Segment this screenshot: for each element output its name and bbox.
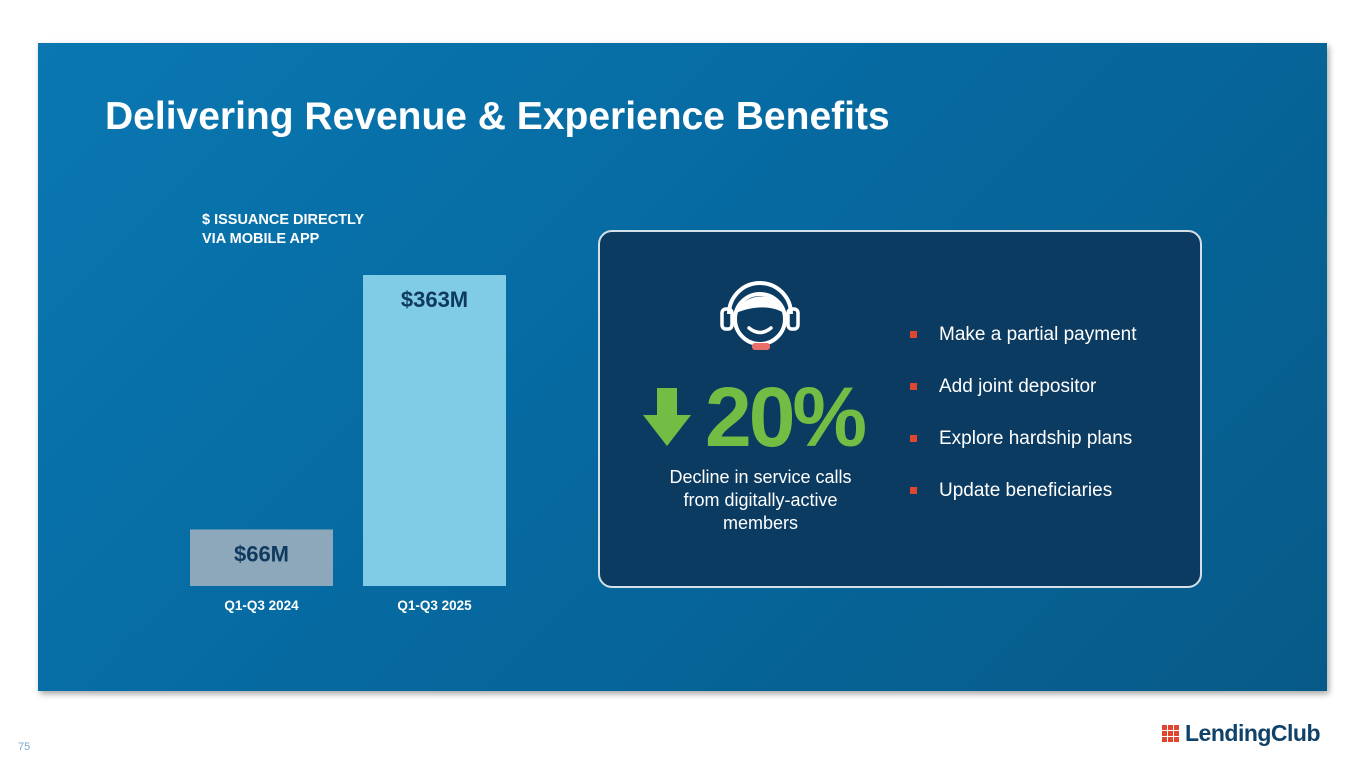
bullet-icon xyxy=(910,487,917,494)
feature-list: Make a partial payment Add joint deposit… xyxy=(908,324,1137,532)
stat-description: Decline in service calls from digitally-… xyxy=(669,467,852,533)
list-item: Make a partial payment xyxy=(908,324,1137,376)
list-item: Update beneficiaries xyxy=(908,480,1137,532)
x-tick-label: Q1-Q3 2024 xyxy=(224,598,299,613)
page-number: 75 xyxy=(18,741,31,753)
logo-text: LendingClub xyxy=(1185,720,1321,746)
bullet-icon xyxy=(910,435,917,442)
list-item-label: Explore hardship plans xyxy=(939,428,1133,449)
chart-label-line: $ ISSUANCE DIRECTLY xyxy=(202,212,365,228)
bar-value-label: $363M xyxy=(401,287,468,312)
bullet-icon xyxy=(910,331,917,338)
customer-service-headset-icon xyxy=(720,281,800,350)
list-item: Add joint depositor xyxy=(908,376,1137,428)
slide: Delivering Revenue & Experience Benefits… xyxy=(38,43,1327,691)
bar-chart: $66M Q1-Q3 2024 $363M Q1-Q3 2025 xyxy=(190,275,506,613)
list-item: Explore hardship plans xyxy=(908,428,1137,480)
chart-label-line: VIA MOBILE APP xyxy=(202,231,320,247)
lendingclub-grid-icon xyxy=(1162,725,1179,742)
bullet-icon xyxy=(910,383,917,390)
chart-label: $ ISSUANCE DIRECTLY VIA MOBILE APP xyxy=(202,211,364,249)
down-arrow-icon xyxy=(643,388,691,446)
bar xyxy=(190,529,333,586)
x-tick-label: Q1-Q3 2025 xyxy=(397,598,472,613)
lendingclub-logo: LendingClub xyxy=(1162,720,1321,747)
bar xyxy=(363,275,506,586)
list-item-label: Make a partial payment xyxy=(939,324,1137,345)
list-item-label: Add joint depositor xyxy=(939,376,1097,397)
list-item-label: Update beneficiaries xyxy=(939,480,1113,501)
slide-title: Delivering Revenue & Experience Benefits xyxy=(105,95,890,138)
stat-value: 20% xyxy=(705,370,867,464)
bar-value-label: $66M xyxy=(234,541,289,566)
service-callout-panel: 20% Decline in service calls from digita… xyxy=(598,230,1202,588)
